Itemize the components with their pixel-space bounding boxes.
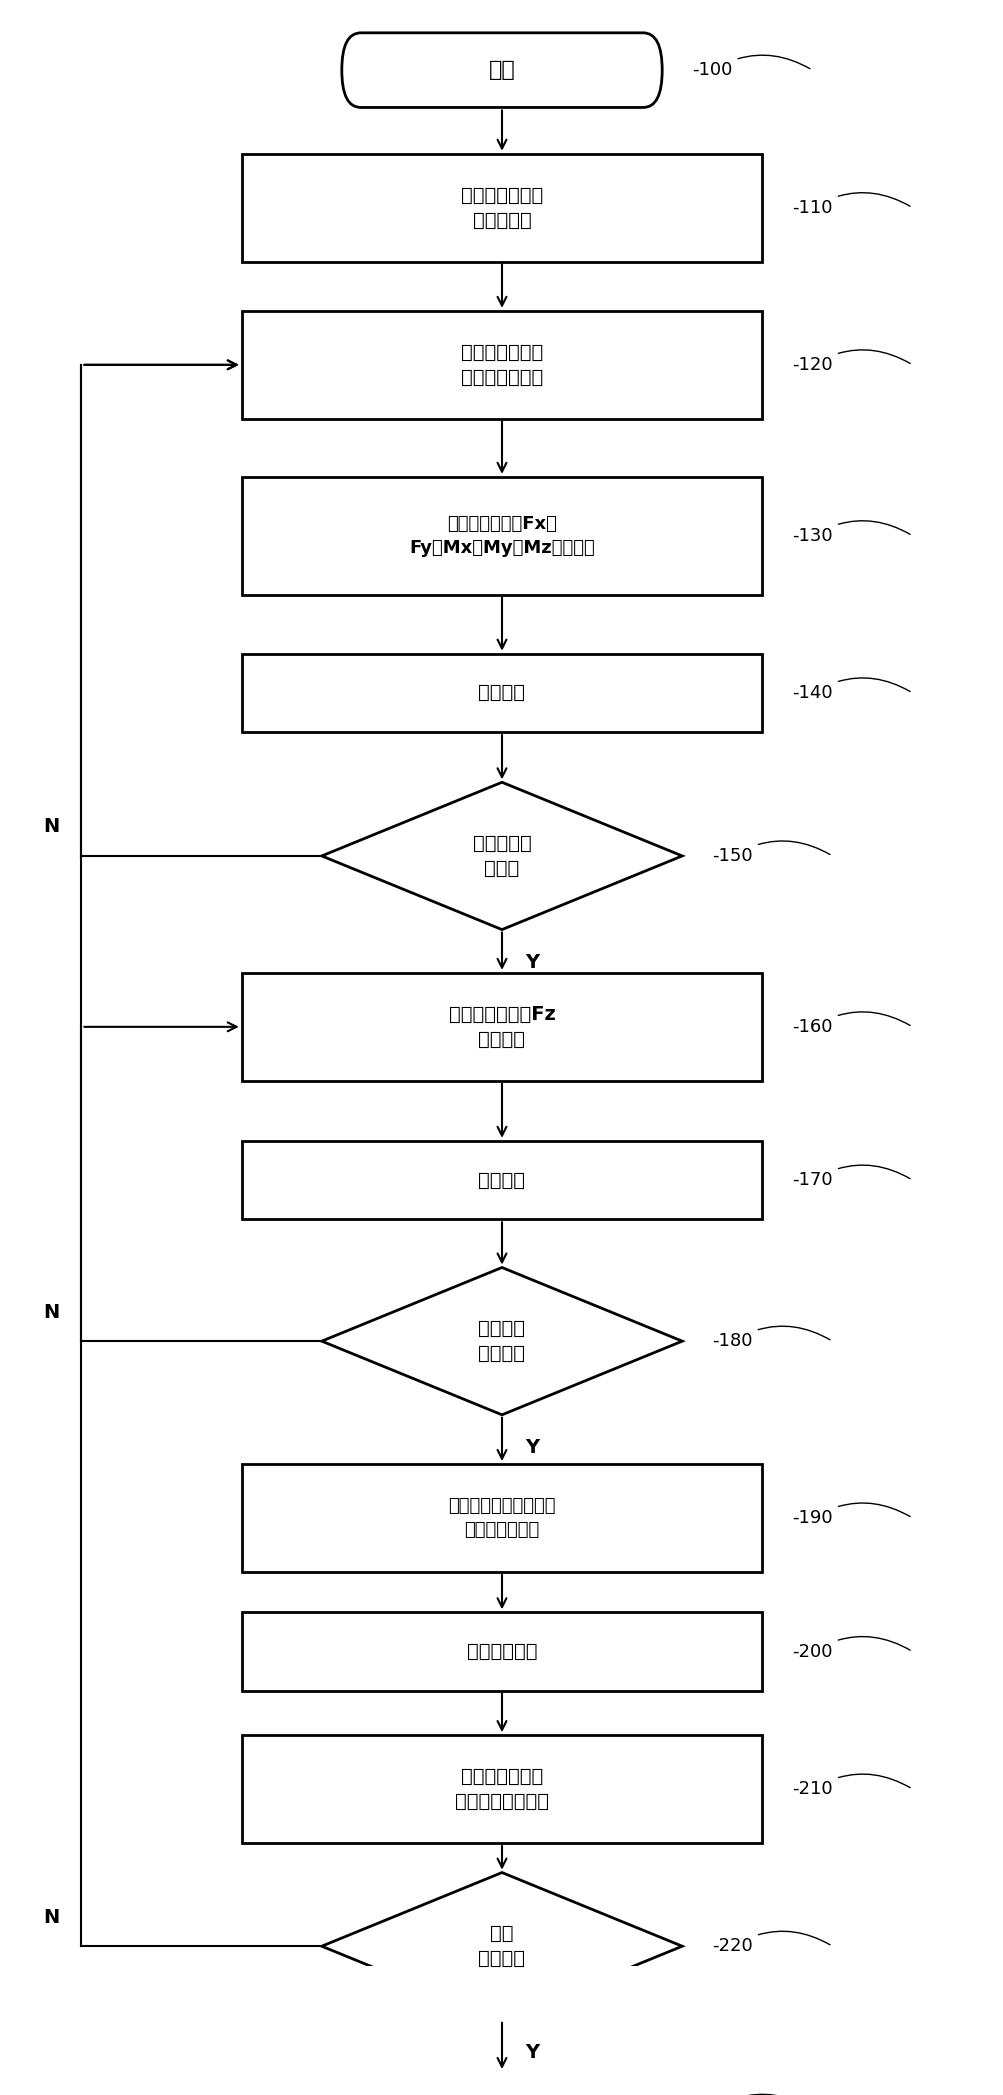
Text: -170: -170 [791, 1165, 909, 1190]
Text: Y: Y [525, 953, 539, 972]
Text: -190: -190 [791, 1502, 909, 1527]
Text: 载荷施加完
毕吗？: 载荷施加完 毕吗？ [472, 834, 531, 878]
Text: 记录数据: 记录数据 [478, 683, 525, 702]
Text: 载荷施加
完毕吗？: 载荷施加 完毕吗？ [478, 1320, 525, 1364]
Text: -100: -100 [691, 54, 809, 80]
Text: -120: -120 [791, 350, 909, 373]
FancyBboxPatch shape [341, 34, 662, 107]
Text: 计算耦合矩阵: 计算耦合矩阵 [466, 1642, 537, 1661]
Text: N: N [43, 1909, 59, 1927]
Text: 安装六维力传感
器标定装置: 安装六维力传感 器标定装置 [460, 186, 543, 230]
FancyBboxPatch shape [242, 1142, 761, 1219]
Text: 对六维力传感器
耦合矩阵进行检验: 对六维力传感器 耦合矩阵进行检验 [454, 1766, 549, 1810]
Text: -200: -200 [791, 1636, 909, 1661]
Text: Y: Y [525, 2043, 539, 2061]
Text: -150: -150 [711, 840, 829, 865]
Text: N: N [43, 1303, 59, 1322]
Text: 对六维力传感器Fx、
Fy、Mx、My、Mz进行加载: 对六维力传感器Fx、 Fy、Mx、My、Mz进行加载 [408, 515, 595, 557]
Text: -210: -210 [791, 1774, 909, 1798]
Polygon shape [321, 781, 682, 930]
Text: -110: -110 [791, 193, 909, 216]
FancyBboxPatch shape [242, 310, 761, 419]
Text: -220: -220 [711, 1932, 829, 1955]
FancyBboxPatch shape [242, 972, 761, 1081]
Polygon shape [321, 1873, 682, 2020]
Text: 记录数据: 记录数据 [478, 1171, 525, 1190]
Text: -140: -140 [791, 679, 909, 702]
Text: -180: -180 [711, 1326, 829, 1349]
Text: -160: -160 [791, 1012, 909, 1035]
Polygon shape [321, 1267, 682, 1414]
FancyBboxPatch shape [242, 654, 761, 731]
Text: N: N [43, 817, 59, 836]
FancyBboxPatch shape [242, 478, 761, 595]
Text: -130: -130 [791, 522, 909, 545]
Text: 对六维力传感器Fz
进行加载: 对六维力传感器Fz 进行加载 [448, 1006, 555, 1050]
FancyBboxPatch shape [242, 1735, 761, 1844]
FancyBboxPatch shape [341, 2072, 662, 2095]
FancyBboxPatch shape [242, 1464, 761, 1571]
Text: 开始: 开始 [488, 61, 515, 80]
Text: 计算加载矩阵和六维力
传感器输出矩阵: 计算加载矩阵和六维力 传感器输出矩阵 [447, 1498, 556, 1538]
FancyBboxPatch shape [242, 1613, 761, 1691]
FancyBboxPatch shape [242, 153, 761, 262]
Text: 满足
要求吗？: 满足 要求吗？ [478, 1923, 525, 1967]
Text: 校准六维力传感
器的标定坐标系: 校准六维力传感 器的标定坐标系 [460, 344, 543, 388]
Text: Y: Y [525, 1439, 539, 1458]
